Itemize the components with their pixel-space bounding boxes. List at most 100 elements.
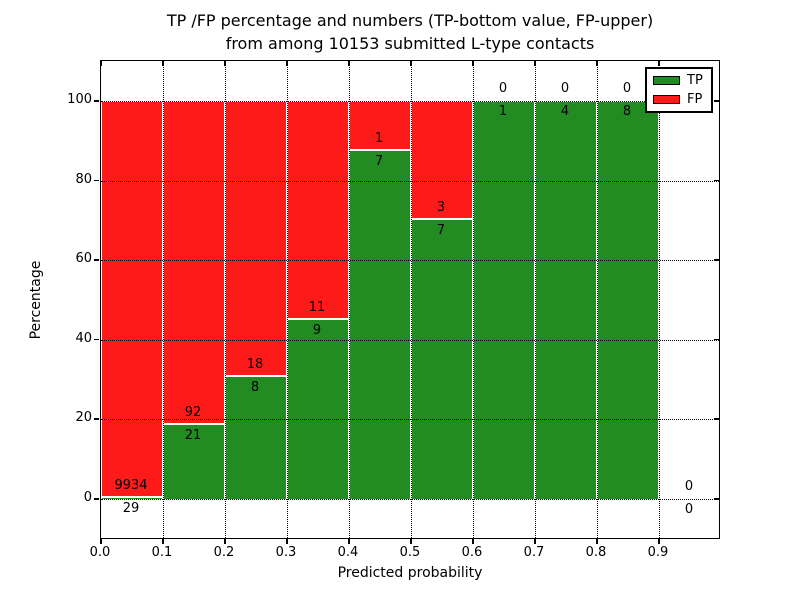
fp-swatch-icon: [653, 94, 680, 104]
x-tick-top: [534, 61, 536, 66]
bar-segment-fp: [287, 101, 349, 320]
x-tick-label: 0.4: [337, 545, 359, 560]
x-tick: [410, 539, 412, 544]
x-tick: [162, 539, 164, 544]
bar-segment-fp: [225, 101, 287, 377]
gridline-vertical: [473, 61, 474, 538]
gridline-vertical: [535, 61, 536, 538]
fp-count-label: 18: [246, 356, 264, 372]
x-tick: [348, 539, 350, 544]
fp-count-label: 3: [436, 200, 446, 216]
fp-count-label: 9934: [114, 477, 148, 493]
x-tick-top: [658, 61, 660, 66]
gridline-vertical: [411, 61, 412, 538]
x-tick-label: 0.1: [151, 545, 173, 560]
gridline-vertical: [163, 61, 164, 538]
x-tick: [534, 539, 536, 544]
gridline-horizontal: [101, 339, 719, 341]
chart-title-line1: TP /FP percentage and numbers (TP-bottom…: [166, 11, 654, 30]
tp-count-label: 4: [560, 104, 570, 119]
x-tick-label: 0.8: [585, 545, 607, 560]
y-tick: [94, 338, 99, 341]
gridline-vertical: [287, 61, 288, 538]
y-tick: [94, 179, 99, 182]
x-tick: [658, 539, 660, 544]
bar-segment-tp: [473, 101, 535, 499]
x-tick-top: [100, 61, 102, 66]
bar-segment-tp: [287, 319, 349, 499]
tp-count-label: 0: [684, 502, 694, 517]
bar-segment-fp: [101, 101, 163, 498]
gridline-vertical: [225, 61, 226, 538]
x-tick-label: 0.5: [399, 545, 421, 560]
gridline-horizontal: [101, 499, 719, 500]
x-tick: [596, 539, 598, 544]
legend-entry-tp: TP: [653, 74, 705, 87]
tp-count-label: 7: [436, 223, 446, 239]
x-tick: [472, 539, 474, 544]
tp-count-label: 8: [250, 379, 260, 395]
y-tick-right: [714, 100, 719, 102]
y-tick: [94, 259, 99, 261]
x-tick: [100, 539, 102, 544]
y-tick: [94, 100, 99, 102]
bar-segment-fp: [349, 101, 411, 151]
fp-count-label: 0: [498, 81, 508, 96]
tp-swatch-icon: [653, 76, 680, 86]
tp-count-label: 1: [498, 104, 508, 119]
bar-segment-fp: [163, 101, 225, 426]
x-tick-label: 0.6: [461, 545, 483, 560]
y-tick-label: 40: [75, 330, 92, 346]
tp-count-label: 29: [122, 500, 140, 516]
gridline-horizontal: [101, 101, 719, 102]
plot-area: [100, 60, 720, 539]
y-tick: [94, 418, 99, 420]
y-tick: [94, 498, 99, 500]
x-tick-label: 0.3: [275, 545, 297, 560]
legend-entry-fp: FP: [653, 93, 705, 106]
bar-segment-tp: [411, 220, 473, 499]
fp-count-label: 0: [560, 81, 570, 96]
x-tick-top: [162, 61, 164, 66]
x-tick-label: 0.7: [523, 545, 545, 560]
x-tick-label: 0.9: [647, 545, 669, 560]
x-axis-label: Predicted probability: [337, 565, 483, 581]
y-tick-right: [714, 338, 719, 341]
y-tick-label: 20: [75, 410, 92, 426]
x-tick-top: [348, 61, 350, 66]
gridline-horizontal: [101, 419, 719, 421]
y-tick-right: [714, 498, 719, 500]
x-tick-label: 0.0: [89, 545, 111, 560]
tp-count-label: 7: [374, 153, 384, 169]
legend-label-fp: FP: [687, 91, 703, 107]
y-tick-label: 80: [75, 171, 92, 187]
bar-segment-tp: [101, 497, 163, 499]
fp-count-label: 11: [308, 299, 326, 315]
bar-segment-tp: [225, 376, 287, 499]
y-tick-right: [714, 259, 719, 261]
x-tick: [224, 539, 226, 544]
y-axis-label: Percentage: [28, 260, 44, 340]
fp-count-label: 0: [622, 81, 632, 96]
x-tick-top: [410, 61, 412, 66]
bar-segment-tp: [163, 425, 225, 499]
x-tick-top: [472, 61, 474, 66]
fp-count-label: 0: [684, 479, 694, 494]
x-tick-top: [286, 61, 288, 66]
legend: TP FP: [645, 67, 713, 113]
chart-title-line2: from among 10153 submitted L-type contac…: [225, 34, 595, 53]
x-tick: [286, 539, 288, 544]
bar-segment-tp: [535, 101, 597, 499]
gridline-vertical: [349, 61, 350, 538]
gridline-horizontal: [101, 180, 719, 182]
bar-segment-tp: [597, 101, 659, 499]
fp-count-label: 1: [374, 130, 384, 146]
bar-segment-tp: [349, 150, 411, 499]
x-tick-label: 0.2: [213, 545, 235, 560]
legend-label-tp: TP: [687, 73, 703, 89]
y-tick-label: 60: [75, 251, 92, 267]
gridline-vertical: [659, 61, 660, 538]
tp-count-label: 9: [312, 322, 322, 338]
gridline-vertical: [597, 61, 598, 538]
